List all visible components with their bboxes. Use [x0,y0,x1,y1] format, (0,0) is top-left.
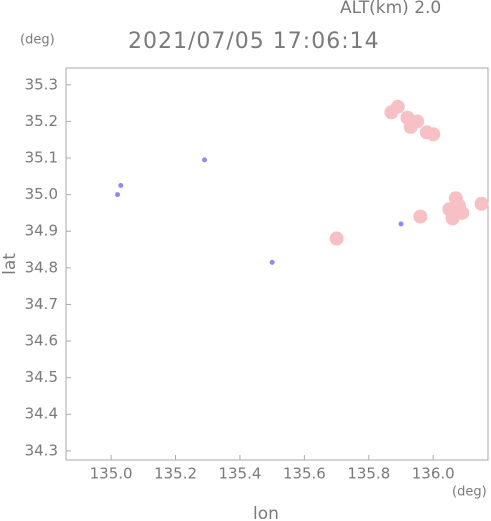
x-tick-label: 135.8 [347,465,390,483]
echo-point [269,259,275,265]
echo-point [413,209,428,224]
y-tick-label: 34.9 [25,222,58,240]
y-tick-label: 34.7 [25,295,58,313]
echo-point [329,231,344,246]
y-tick-label: 34.5 [25,368,58,386]
y-tick-label: 35.0 [25,185,58,203]
echo-point [445,211,460,226]
echo-point [115,192,121,198]
echo-point [474,196,489,211]
plot-frame [65,67,489,461]
x-tick-label: 135.6 [283,465,326,483]
y-tick-label: 35.3 [25,75,58,93]
y-label: lat [0,253,20,275]
x-tick-label: 135.4 [218,465,261,483]
chart-title: 2021/07/05 17:06:14 [128,29,380,54]
x-tick-label: 135.0 [90,465,133,483]
y-unit: (deg) [20,33,55,48]
x-unit: (deg) [452,485,487,500]
echo-point [403,119,418,134]
echo-point [118,182,124,188]
x-tick-label: 136.0 [412,465,455,483]
x-tick-label: 135.2 [154,465,197,483]
echo-point [390,99,405,114]
x-label: lon [253,504,279,521]
y-tick-label: 35.1 [25,149,58,167]
echo-point [398,221,404,227]
y-tick-label: 35.2 [25,112,58,130]
echo-point [426,127,441,142]
y-tick-label: 34.6 [25,332,58,350]
y-tick-label: 34.4 [25,405,58,423]
altitude: ALT(km) 2.0 [340,0,441,18]
echo-point [202,157,208,163]
echo-point [452,198,467,213]
y-tick-label: 34.8 [25,258,58,276]
y-tick-label: 34.3 [25,441,58,459]
